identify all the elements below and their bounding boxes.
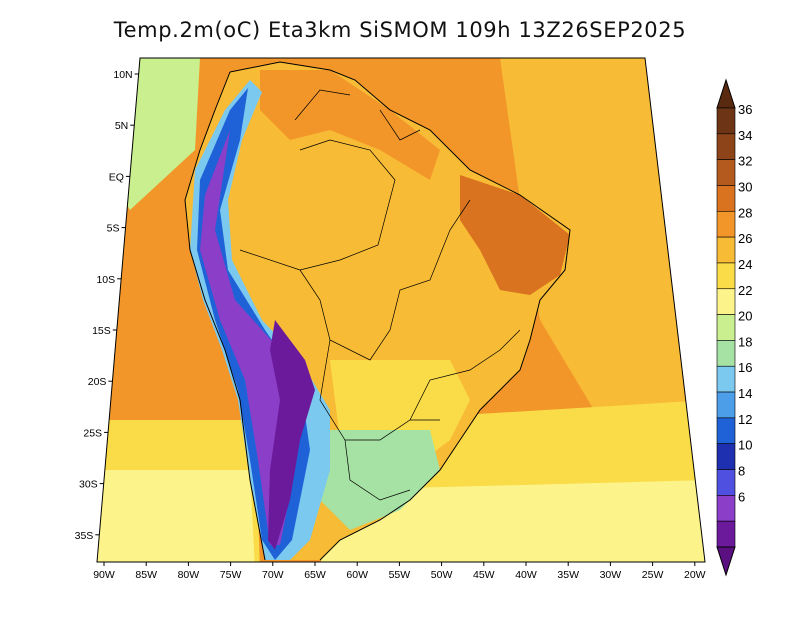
colorbar-label: 24 (738, 257, 752, 272)
lon-tick-label: 30W (600, 569, 622, 581)
colorbar-label: 32 (738, 154, 752, 169)
colorbar: 36 34 32 30 28 26 24 22 20 18 16 14 12 10 8 6 (716, 78, 752, 577)
colorbar-swatch (716, 469, 736, 496)
colorbar-swatch (716, 340, 736, 367)
colorbar-label: 8 (738, 464, 745, 479)
lon-tick-label: 75W (220, 569, 242, 581)
colorbar-swatch (716, 107, 736, 135)
map-title: Temp.2m(oC) Eta3km SiSMOM 109h 13Z26SEP2… (113, 18, 687, 42)
lon-tick-label: 65W (304, 569, 326, 581)
colorbar-label: 30 (738, 179, 752, 194)
lat-tick-label: 10N (113, 69, 132, 81)
lon-tick-label: 45W (473, 569, 495, 581)
lat-tick-label: 10S (96, 274, 115, 286)
lat-tick-label: 15S (92, 325, 111, 337)
colorbar-swatch (716, 391, 736, 419)
colorbar-swatch (716, 210, 736, 238)
colorbar-label: 28 (738, 205, 752, 220)
lat-tick-label: 5N (115, 120, 128, 132)
colorbar-swatch (716, 236, 736, 264)
colorbar-swatch (716, 185, 736, 212)
colorbar-cap-top (716, 78, 736, 109)
lat-axis: 10N 5N EQ 5S 10S 15S 20S 25S 30S 35S (75, 69, 139, 542)
colorbar-label: 12 (738, 412, 752, 427)
ocean-cooler-pacific-south (97, 470, 255, 562)
coastline (184, 61, 571, 561)
lon-tick-label: 35W (557, 569, 579, 581)
lon-tick-label: 90W (93, 569, 115, 581)
colorbar-label: 18 (738, 334, 752, 349)
colorbar-swatch (716, 520, 736, 548)
lat-tick-label: 5S (107, 223, 120, 235)
map-frame (96, 57, 706, 563)
national-borders (239, 89, 521, 501)
lon-tick-label: 85W (135, 569, 157, 581)
lon-tick-label: 70W (262, 569, 284, 581)
lat-tick-label: 20S (88, 376, 107, 388)
land-south-cool (320, 430, 440, 530)
colorbar-swatch (716, 495, 736, 522)
colorbar-swatch (716, 417, 736, 445)
colorbar-swatch (716, 133, 736, 160)
lon-tick-label: 40W (515, 569, 537, 581)
lon-tick-label: 20W (684, 569, 706, 581)
lat-tick-label: 25S (83, 427, 102, 439)
colorbar-swatch (716, 159, 736, 186)
map-field (97, 58, 705, 562)
lat-tick-label: 35S (75, 530, 94, 542)
lat-tick-label: EQ (109, 171, 124, 183)
colorbar-cap-bottom (716, 546, 736, 577)
colorbar-label: 14 (738, 386, 752, 401)
colorbar-swatch (716, 262, 736, 290)
lon-tick-label: 60W (346, 569, 368, 581)
lon-tick-label: 55W (389, 569, 411, 581)
ocean-cold-far-south (320, 480, 705, 562)
colorbar-swatch (716, 443, 736, 470)
colorbar-swatch (716, 365, 736, 393)
colorbar-label: 22 (738, 283, 752, 298)
lon-tick-label: 25W (642, 569, 664, 581)
colorbar-label: 16 (738, 360, 752, 375)
lon-axis: 90W 85W 80W 75W 70W 65W 60W 55W 50W 45W 40W 35W 30W 2… (93, 562, 706, 581)
andes-high (268, 320, 315, 550)
colorbar-label: 36 (738, 102, 752, 117)
colorbar-swatch (716, 314, 736, 341)
lon-tick-label: 50W (431, 569, 453, 581)
colorbar-swatch (716, 288, 736, 315)
colorbar-label: 6 (738, 489, 745, 504)
colorbar-label: 26 (738, 231, 752, 246)
colorbar-label: 20 (738, 309, 752, 324)
lat-tick-label: 30S (79, 479, 98, 491)
ocean-cool-east (500, 58, 700, 420)
land-hot-north (260, 70, 440, 180)
colorbar-label: 10 (738, 438, 752, 453)
lon-tick-label: 80W (178, 569, 200, 581)
colorbar-label: 34 (738, 128, 752, 143)
land-hotter-northeast (460, 175, 570, 295)
